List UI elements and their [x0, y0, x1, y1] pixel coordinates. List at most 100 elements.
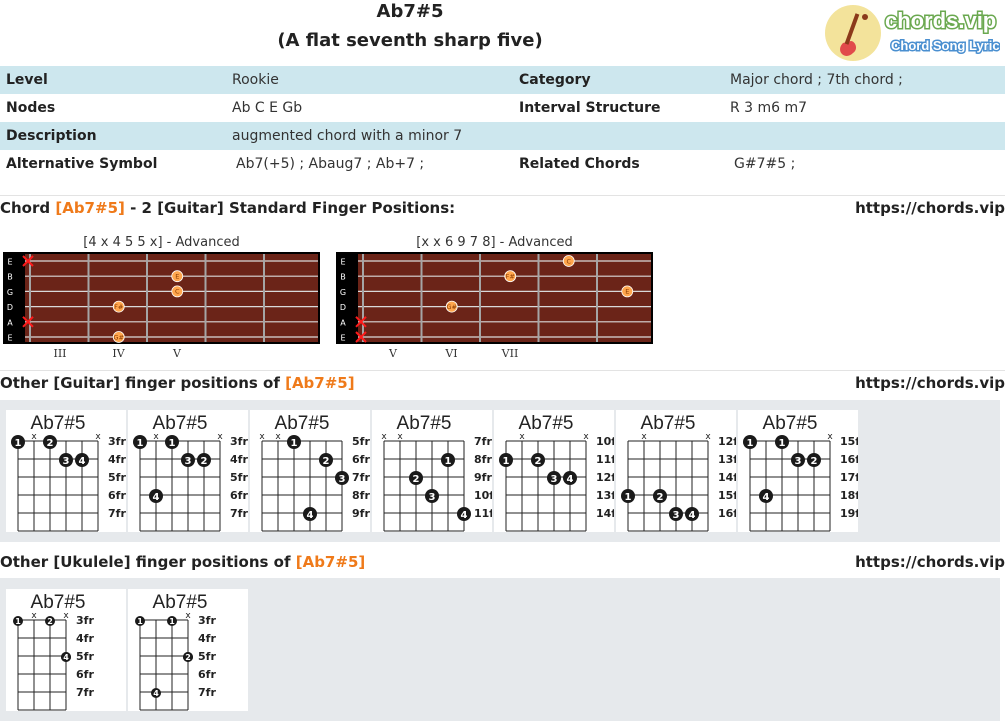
note-label: C	[175, 288, 180, 296]
finger-dot	[13, 616, 23, 626]
fret-label: 8fr	[352, 489, 370, 502]
string-name: G	[7, 288, 13, 297]
interval-value: R 3 m6 m7	[730, 100, 808, 116]
note-label: E	[175, 273, 179, 281]
nodes-label: Nodes	[6, 100, 56, 116]
chord-diagram[interactable]: Ab7#5x3fr4fr5fr6fr7fr11324	[128, 589, 248, 711]
chord-diagram[interactable]: Ab7#5x15fr16fr17fr18fr19fr11324	[738, 410, 866, 532]
finger-number: 2	[535, 456, 542, 467]
finger-number: 4	[461, 510, 468, 521]
site-url[interactable]: https://chords.vip	[855, 199, 1005, 217]
chord-diagram[interactable]: Ab7#5xx7fr8fr9fr10fr11fr1234	[372, 410, 500, 532]
fret-label: 3fr	[198, 614, 216, 627]
finger-number: 2	[323, 456, 330, 467]
finger-number: 3	[185, 456, 192, 467]
string-name: E	[7, 258, 12, 267]
fret-label: 9fr	[474, 471, 492, 484]
page-subtitle: (A flat seventh sharp five)	[277, 30, 543, 51]
finger-dot	[133, 435, 147, 449]
note-marker	[171, 270, 184, 283]
note-label: E	[625, 288, 629, 296]
chord-diagram[interactable]: Ab7#5 x x 3fr 4fr 5fr 6fr 7fr 1 1 3 2 4	[128, 410, 248, 532]
muted-string-icon: x	[31, 432, 37, 442]
finger-number: 3	[339, 474, 346, 485]
finger-dot	[61, 652, 71, 662]
muted-string-icon: x	[153, 432, 159, 442]
muted-string-icon	[22, 316, 34, 328]
site-url[interactable]: https://chords.vip	[855, 374, 1005, 392]
level-label: Level	[0, 66, 226, 94]
finger-number: 1	[291, 438, 298, 449]
fret-number: IV	[112, 347, 125, 359]
fret-label: 14fr	[596, 507, 614, 520]
finger-number: 4	[79, 456, 86, 467]
finger-dot	[441, 453, 455, 467]
fret-label: 7fr	[198, 686, 216, 699]
fret-label: 15fr	[718, 489, 736, 502]
chord-name: Ab7#5	[31, 592, 86, 613]
related-value[interactable]: G#7#5 ;	[734, 156, 796, 172]
chord-link[interactable]: [Ab7#5]	[295, 553, 366, 571]
muted-string-icon: x	[275, 432, 281, 442]
finger-dot	[409, 471, 423, 485]
chord-link[interactable]: [Ab7#5]	[55, 199, 125, 217]
muted-string-icon: x	[381, 432, 387, 442]
fret-label: 9fr	[352, 507, 370, 520]
fret-label: 6fr	[76, 668, 94, 681]
fret-label: 10fr	[474, 489, 492, 502]
page-title: Ab7#5	[376, 1, 444, 22]
muted-string-icon: x	[705, 432, 711, 442]
chord-diagram[interactable]: Ab7#5xx12fr13fr14fr15fr16fr1234	[616, 410, 744, 532]
finger-dot	[43, 435, 57, 449]
guitar-logo-icon: chords.vip Chord Song Lyric	[825, 5, 1001, 61]
logo-tagline: Chord Song Lyric	[891, 38, 1000, 53]
finger-dot	[59, 453, 73, 467]
chord-link[interactable]: [Ab7#5]	[285, 374, 355, 392]
muted-string-icon	[355, 316, 367, 328]
chord-diagram[interactable]: Ab7#5xx10fr11fr12fr13fr14fr1234	[494, 410, 622, 532]
interval-label: Interval Structure	[519, 100, 661, 116]
note-label: F#	[114, 303, 123, 311]
fret-label: 3fr	[76, 614, 94, 627]
finger-dot	[563, 471, 577, 485]
fret-number: III	[53, 347, 66, 359]
finger-dot	[743, 435, 757, 449]
note-label: G#	[447, 303, 457, 311]
finger-dot	[287, 435, 301, 449]
standard-heading: Chord [Ab7#5] - 2 [Guitar] Standard Fing…	[0, 199, 456, 217]
finger-dot	[319, 453, 333, 467]
chord-diagram[interactable]: Ab7#5 x x 5fr 6fr 7fr 8fr 9fr 1 2 3 4	[250, 410, 370, 532]
finger-number: 4	[567, 474, 574, 485]
info-row: Nodes Ab C E Gb Interval Structure R 3 m…	[0, 94, 1005, 122]
category-value: Major chord ; 7th chord ;	[724, 66, 1005, 94]
finger-dot	[75, 453, 89, 467]
fret-label: 6fr	[352, 453, 370, 466]
fret-label: 6fr	[198, 668, 216, 681]
string-name: E	[340, 258, 345, 267]
string-name: B	[7, 273, 13, 282]
chord-diagram-svg: Ab7#5x15fr16fr17fr18fr19fr11324	[743, 413, 866, 532]
note-label: C	[566, 257, 571, 265]
muted-string-icon: x	[519, 432, 525, 442]
muted-string-icon: x	[583, 432, 589, 442]
finger-number: 3	[63, 456, 70, 467]
site-url[interactable]: https://chords.vip	[855, 553, 1005, 571]
related-label: Related Chords	[519, 156, 640, 172]
chord-name: Ab7#5	[519, 413, 574, 434]
fret-number: V	[172, 347, 182, 359]
info-row: Description augmented chord with a minor…	[0, 122, 1005, 150]
fret-label: 5fr	[76, 650, 94, 663]
note-label: F#	[506, 273, 515, 281]
site-logo[interactable]: chords.vip Chord Song Lyric	[825, 3, 1001, 61]
finger-number: 3	[551, 474, 558, 485]
description-label: Description	[0, 122, 226, 150]
finger-dot	[457, 507, 471, 521]
finger-dot	[775, 435, 789, 449]
finger-number: 4	[63, 653, 69, 662]
fret-label: 4fr	[108, 453, 126, 466]
fret-label: 3fr	[230, 435, 248, 448]
